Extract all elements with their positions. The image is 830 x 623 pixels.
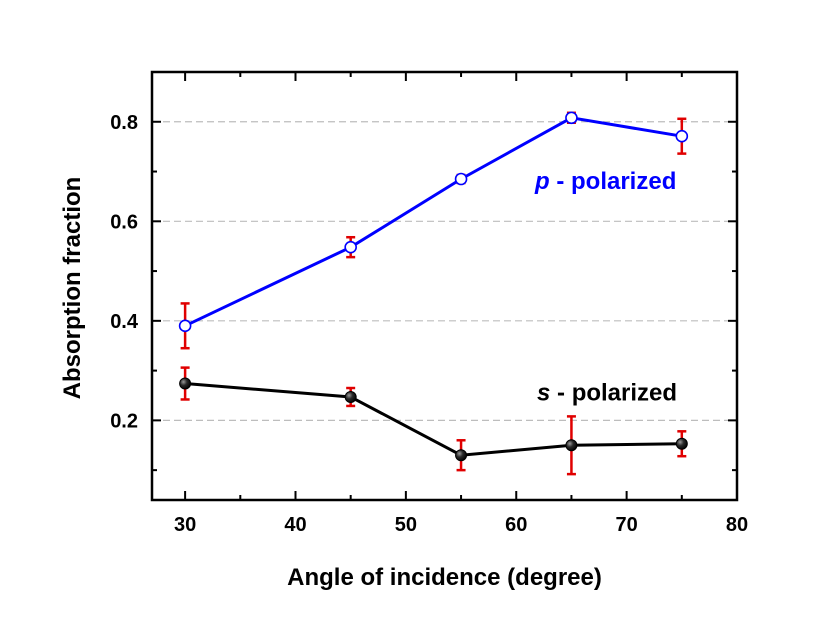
series-label-s-polarized: s - polarized (537, 379, 677, 406)
series-label-p-polarized: p - polarized (534, 168, 676, 195)
y-tick-label: 0.4 (110, 311, 139, 333)
series-layer (178, 111, 689, 476)
x-tick-label: 80 (726, 514, 748, 536)
x-tick-label: 60 (505, 514, 527, 536)
y-tick-label: 0.8 (110, 112, 138, 134)
x-tick-label: 30 (174, 514, 196, 536)
data-point (675, 129, 689, 143)
series-label-p-symbol: p (534, 168, 550, 195)
data-point (454, 172, 468, 186)
grid-lines (152, 121, 737, 421)
plot-frame (150, 70, 739, 502)
x-tick-label: 70 (615, 514, 637, 536)
data-point (179, 377, 192, 390)
x-axis-title: Angle of incidence (degree) (287, 564, 602, 591)
data-point (455, 449, 468, 462)
data-point (178, 319, 192, 333)
data-point (344, 390, 357, 403)
x-tick-label: 50 (395, 514, 417, 536)
y-tick-label: 0.2 (110, 410, 138, 432)
x-tick-label: 40 (284, 514, 306, 536)
data-point (344, 240, 357, 254)
series-label-p-text: - polarized (550, 168, 677, 195)
series-label-s-text: - polarized (550, 379, 677, 406)
axes: 30 40 50 60 70 80 0.2 0.4 0.6 0.8 (110, 71, 748, 536)
y-tick-label: 0.6 (110, 211, 138, 233)
y-axis-title: Absorption fraction (59, 177, 86, 400)
data-point (565, 111, 578, 125)
series-label-s-symbol: s (537, 379, 550, 406)
data-point (565, 439, 578, 452)
data-point (675, 437, 688, 450)
